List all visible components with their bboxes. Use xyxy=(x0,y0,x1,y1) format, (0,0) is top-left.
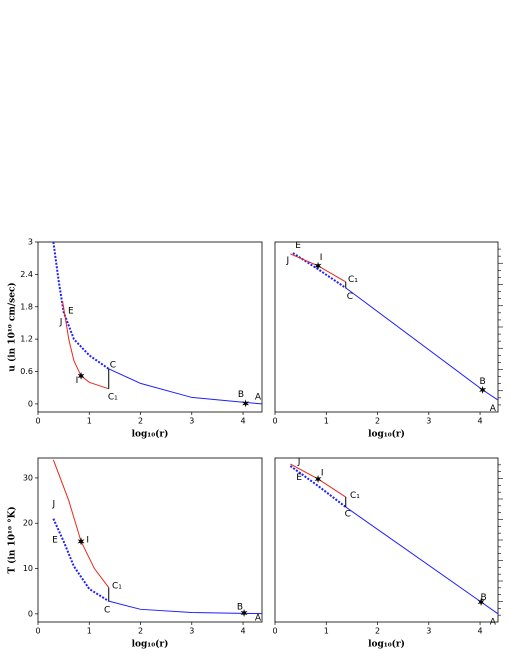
curve xyxy=(108,600,263,615)
plot-frame xyxy=(37,457,263,623)
point-label: C₁ xyxy=(112,581,122,591)
point-label: A xyxy=(490,618,497,628)
y-tick-label: 3 xyxy=(28,238,33,247)
point-label: J xyxy=(52,499,56,509)
x-tick-label: 1 xyxy=(87,417,92,426)
star-marker xyxy=(240,608,248,617)
point-label: I xyxy=(86,536,89,546)
x-tick-label: 0 xyxy=(35,417,40,426)
x-tick-label: 3 xyxy=(426,627,431,636)
point-label: A xyxy=(255,613,262,623)
x-tick-label: 4 xyxy=(240,627,245,636)
y-tick-label: 0 xyxy=(28,609,33,618)
star-marker xyxy=(477,597,485,606)
x-tick-label: 3 xyxy=(189,627,194,636)
curve xyxy=(52,459,110,588)
x-tick-label: 4 xyxy=(240,417,245,426)
curve xyxy=(289,465,347,508)
x-tick-label: 4 xyxy=(478,627,483,636)
x-tick-label: 3 xyxy=(189,417,194,426)
x-tick-label: 2 xyxy=(138,417,143,426)
x-tick-label: 3 xyxy=(426,417,431,426)
point-label: I xyxy=(76,376,79,386)
point-label: C xyxy=(345,509,351,519)
y-tick-label: 1.8 xyxy=(20,302,33,311)
point-label: I xyxy=(320,253,323,263)
point-label: B xyxy=(480,377,486,387)
y-axis-label: T (in 10¹⁰ °K) xyxy=(7,506,18,573)
star-marker xyxy=(242,399,250,408)
plot-frame xyxy=(274,457,499,623)
x-tick-label: 2 xyxy=(375,627,380,636)
x-tick-label: 2 xyxy=(375,417,380,426)
x-tick-label: 0 xyxy=(272,627,277,636)
y-tick-label: 30 xyxy=(23,473,33,482)
curve xyxy=(62,301,109,390)
y-axis-label: u (in 10¹⁰ cm/sec) xyxy=(7,282,18,371)
x-tick-label: 0 xyxy=(272,417,277,426)
point-label: J xyxy=(297,457,301,467)
y-tick-label: 0 xyxy=(28,399,33,408)
curve xyxy=(52,518,110,603)
star-marker xyxy=(314,261,322,270)
x-tick-label: 1 xyxy=(324,627,329,636)
point-label: C₁ xyxy=(350,491,360,501)
star-marker xyxy=(77,371,85,380)
star-marker xyxy=(479,385,487,394)
x-tick-label: 1 xyxy=(87,627,92,636)
point-label: A xyxy=(490,404,497,414)
x-tick-label: 1 xyxy=(324,417,329,426)
point-label: E xyxy=(52,536,58,546)
plot-frame xyxy=(274,241,499,413)
star-marker xyxy=(77,537,85,546)
point-label: C₁ xyxy=(348,275,358,285)
curve xyxy=(345,287,499,401)
y-tick-label: 1.2 xyxy=(20,335,33,344)
plot-frame xyxy=(37,241,263,413)
point-label: E xyxy=(295,241,301,251)
x-axis-label: log₁₀(r) xyxy=(132,429,169,440)
point-label: B xyxy=(238,390,244,400)
x-axis-label: log₁₀(r) xyxy=(368,429,405,440)
x-tick-label: 2 xyxy=(138,627,143,636)
x-tick-label: 0 xyxy=(35,627,40,636)
point-label: B xyxy=(481,593,487,603)
y-tick-label: 2.4 xyxy=(20,270,33,279)
point-label: J xyxy=(285,256,289,266)
point-label: C₁ xyxy=(108,392,118,402)
x-axis-label: log₁₀(r) xyxy=(132,639,169,650)
y-tick-label: 20 xyxy=(23,519,33,528)
curve xyxy=(345,506,499,615)
point-label: I xyxy=(321,468,324,478)
x-axis-label: log₁₀(r) xyxy=(368,639,405,650)
curve xyxy=(108,368,263,405)
y-tick-label: 10 xyxy=(23,564,33,573)
point-label: C xyxy=(104,605,110,615)
point-label: J xyxy=(59,317,63,327)
point-label: C xyxy=(110,361,116,371)
point-label: C xyxy=(347,292,353,302)
x-tick-label: 4 xyxy=(478,417,483,426)
curve xyxy=(52,241,110,370)
y-tick-label: 0.6 xyxy=(20,367,33,376)
point-label: A xyxy=(255,392,262,402)
point-label: B xyxy=(237,603,243,613)
star-marker xyxy=(314,474,322,483)
point-label: E xyxy=(296,473,302,483)
point-label: E xyxy=(68,307,74,317)
